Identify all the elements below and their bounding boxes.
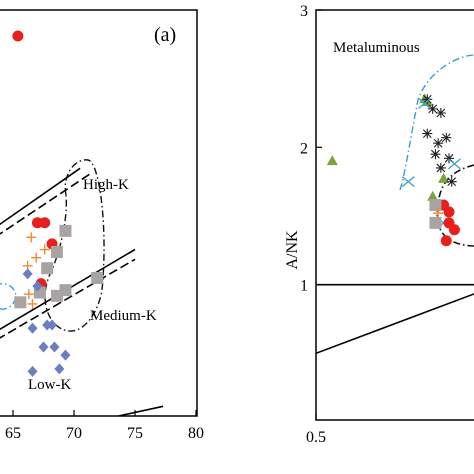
region-label-medium-k: Medium-K — [90, 308, 157, 324]
region-label-low-k: Low-K — [28, 377, 71, 393]
y-tick-label: 2 — [300, 140, 308, 157]
data-point-star — [422, 128, 433, 139]
panel-a-boundaries — [0, 167, 164, 416]
data-point-x — [401, 176, 415, 188]
data-point-square — [59, 284, 72, 297]
region-label-high-k: High-K — [83, 177, 129, 193]
data-point-circle — [12, 30, 24, 42]
region-label-metaluminous: Metaluminous — [333, 40, 420, 56]
data-point-star — [444, 153, 454, 164]
x-tick-label: 80 — [188, 425, 204, 442]
y-axis-label: A/NK — [284, 230, 301, 270]
boundary-lower-solid — [115, 405, 164, 416]
data-point-square — [41, 262, 54, 275]
data-point-square — [429, 199, 442, 212]
panel-b-boundaries — [316, 283, 474, 355]
panel-b: Metaluminous A/NK 0.5 1 2 3 — [284, 3, 474, 446]
data-point-diamond — [47, 319, 58, 331]
data-point-circle — [440, 235, 452, 247]
x-tick-label: 75 — [127, 425, 143, 442]
x-tick-label: 70 — [66, 425, 82, 442]
data-point-star — [435, 108, 446, 118]
panel-b-ticks: 0.5 1 2 3 — [300, 3, 326, 446]
panel-a-frame — [0, 9, 198, 417]
data-point-diamond — [32, 280, 43, 292]
data-point-x — [418, 97, 431, 109]
panel-b-points — [326, 93, 461, 247]
data-point-star — [422, 94, 433, 105]
data-point-square — [50, 245, 63, 258]
data-point-diamond — [27, 322, 38, 334]
data-point-cross — [39, 244, 50, 255]
data-point-triangle — [438, 172, 450, 183]
data-point-diamond — [22, 268, 33, 280]
blue-field-envelope — [0, 283, 17, 310]
y-tick-label: 1 — [300, 278, 308, 295]
data-point-diamond — [49, 341, 60, 353]
data-point-circle — [443, 206, 455, 218]
data-point-x — [448, 158, 461, 170]
boundary-middle-solid — [0, 248, 136, 331]
data-point-cross — [27, 298, 38, 309]
data-point-diamond — [54, 363, 65, 375]
panel-label: (a) — [154, 24, 176, 46]
panel-a: (a) High-K Medium-K Low-K 65 70 75 80 — [0, 9, 204, 442]
data-point-diamond — [60, 349, 71, 361]
boundary-diagonal — [316, 293, 474, 355]
data-point-circle — [448, 224, 460, 236]
data-point-cross — [31, 252, 42, 263]
x-tick-label: 0.5 — [306, 429, 326, 446]
data-point-square — [429, 216, 442, 229]
data-point-square — [59, 224, 72, 237]
data-point-triangle — [427, 190, 439, 201]
data-point-star — [441, 132, 452, 143]
panel-a-fields — [0, 159, 105, 332]
data-point-circle — [39, 217, 51, 229]
data-point-square — [91, 271, 104, 284]
data-point-star — [446, 176, 457, 187]
boundary-middle-dashed — [0, 258, 136, 339]
dashdot-field-envelope — [44, 159, 105, 332]
data-point-cross — [433, 208, 444, 219]
data-point-triangle — [326, 155, 338, 166]
panel-b-frame — [315, 9, 474, 421]
data-point-star — [430, 149, 441, 160]
x-tick-label: 65 — [5, 425, 21, 442]
blue-dashdot-field-envelope — [399, 54, 474, 191]
data-point-cross — [23, 289, 34, 300]
data-point-diamond — [27, 365, 38, 377]
boundary-upper-solid — [0, 167, 81, 226]
data-point-diamond — [38, 341, 49, 353]
panel-a-points — [12, 30, 104, 377]
data-point-star — [435, 162, 446, 173]
data-point-star — [427, 103, 438, 114]
y-tick-label: 3 — [300, 3, 308, 20]
panel-a-ticks: 65 70 75 80 — [5, 410, 204, 442]
boundary-upper-dashed — [0, 171, 93, 235]
data-point-star — [433, 138, 444, 149]
data-point-square — [14, 296, 27, 309]
data-point-cross — [26, 232, 37, 243]
